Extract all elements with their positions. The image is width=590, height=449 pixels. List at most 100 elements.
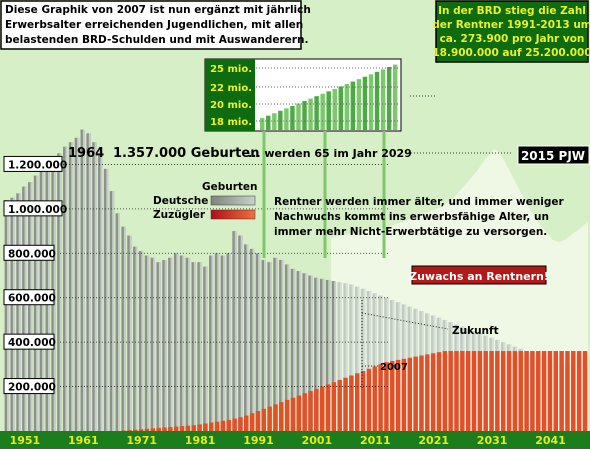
bar-highlight: [147, 255, 150, 431]
bar-highlight: [281, 259, 284, 431]
x-tick-label: 1991: [243, 434, 274, 447]
bar-deutsche: [80, 129, 85, 432]
bar-zuzuegler: [477, 351, 483, 431]
bar-highlight: [369, 291, 372, 431]
rentner-line-4: 18.900.000 auf 25.200.000: [432, 47, 590, 59]
bar-zuzuegler: [232, 418, 237, 431]
bar-highlight: [59, 153, 62, 431]
bar-zuzuegler: [144, 428, 150, 431]
year-2007-label: 2007: [380, 362, 408, 373]
bar-deutsche: [355, 286, 360, 431]
headline-births: 1.357.000 Geburten: [113, 146, 259, 161]
bar-deutsche: [249, 248, 255, 431]
inset-tick-25: 25 mio.: [210, 64, 252, 75]
bar-zuzuegler: [553, 351, 558, 431]
bar-zuzuegler: [261, 408, 266, 431]
bar-zuzuegler: [133, 429, 138, 431]
rentner-note-2: Nachwuchs kommt ins erwerbsfähige Alter,…: [274, 211, 549, 223]
inset-bar: [296, 103, 301, 130]
bar-deutsche: [279, 259, 284, 431]
bar-highlight: [316, 277, 319, 431]
bar-zuzuegler: [238, 417, 243, 431]
rentner-note-1: Rentner werden immer älter, und immer we…: [274, 196, 565, 208]
y-axis-labels: 200.000 400.000 600.000 800.000 1.000.000 1.2…: [3, 155, 67, 395]
bar-deutsche: [337, 282, 342, 431]
bar-highlight: [205, 266, 208, 431]
legend-deutsche-swatch: [210, 195, 256, 206]
bar-highlight: [322, 278, 325, 431]
bar-deutsche: [103, 168, 109, 431]
bar-zuzuegler: [279, 402, 284, 431]
bar-zuzuegler: [448, 351, 453, 431]
bar-zuzuegler: [524, 351, 529, 431]
inset-bar: [368, 74, 374, 130]
intro-line-1: Diese Graphik von 2007 ist nun ergänzt m…: [5, 4, 311, 16]
bar-highlight: [351, 284, 354, 431]
zukunft-pointer: [361, 312, 449, 330]
bar-deutsche: [121, 226, 126, 431]
bar-deutsche: [27, 182, 33, 431]
inset-bar: [344, 84, 350, 130]
bar-deutsche: [296, 271, 302, 431]
y-tick-box: [3, 200, 63, 217]
rentner-line-3: ca. 273.900 pro Jahr von: [440, 33, 585, 45]
bar-zuzuegler: [249, 413, 255, 431]
bar-zuzuegler: [284, 399, 290, 431]
inset-bar: [386, 66, 392, 130]
bar-deutsche: [179, 255, 185, 431]
bar-zuzuegler: [436, 352, 442, 431]
bar-highlight: [275, 257, 278, 431]
gridlines: [60, 164, 388, 387]
inset-bar: [266, 115, 271, 130]
x-tick-label: 1981: [185, 434, 216, 447]
bar-zuzuegler: [325, 384, 331, 431]
bar-highlight: [287, 264, 290, 431]
bar-deutsche: [331, 281, 337, 431]
legend-zuzuegler: Zuzügler: [153, 209, 206, 221]
bar-highlight: [12, 197, 15, 431]
bar-zuzuegler: [565, 351, 570, 431]
bar-deutsche: [209, 255, 214, 431]
bar-deutsche: [302, 273, 307, 431]
bar-highlight: [310, 275, 313, 431]
bar-highlight: [223, 255, 226, 431]
bar-deutsche: [255, 253, 261, 431]
legend-deutsche: Deutsche: [153, 195, 208, 207]
bar-zuzuegler: [395, 359, 401, 431]
bar-zuzuegler: [203, 423, 208, 431]
bar-zuzuegler: [378, 364, 383, 431]
bar-highlight: [112, 191, 115, 431]
zuwachs-text: Zuwachs an Rentnern!: [409, 270, 549, 283]
bar-zuzuegler: [483, 351, 488, 431]
inset-tick-22: 22 mio.: [210, 83, 252, 94]
bar-zuzuegler: [138, 429, 144, 431]
bar-highlight: [211, 255, 214, 431]
zuwachs-box: [411, 265, 547, 285]
intro-box: [0, 0, 302, 50]
rentner-note-3: immer mehr Nicht-Erwerbtätige zu versorg…: [274, 226, 547, 238]
bar-zuzuegler: [343, 377, 348, 431]
bar-highlight: [339, 282, 342, 431]
bar-highlight: [345, 283, 348, 431]
y-tick-box: [3, 289, 55, 306]
bar-zuzuegler: [518, 351, 523, 431]
bar-deutsche: [349, 284, 354, 431]
headline-tail: ... werden 65 im Jahr 2029: [248, 147, 412, 160]
bar-highlight: [94, 142, 97, 431]
bar-zuzuegler: [454, 351, 459, 431]
inset-bar: [362, 76, 368, 130]
bar-deutsche: [57, 153, 62, 431]
bar-highlight: [264, 259, 266, 431]
bar-zuzuegler: [571, 351, 576, 431]
inset-bar: [290, 105, 295, 130]
bar-deutsche: [10, 197, 15, 431]
rentner-line-1: In der BRD stieg die Zahl: [438, 5, 586, 17]
inset-bar: [380, 69, 386, 130]
bar-zuzuegler: [489, 351, 494, 431]
inset-bar: [314, 96, 319, 130]
bar-deutsche: [115, 213, 120, 431]
bar-highlight: [129, 235, 132, 431]
legend-zuzuegler-swatch: [210, 209, 256, 220]
bar-zuzuegler: [244, 415, 249, 431]
bar-zuzuegler: [372, 366, 377, 431]
